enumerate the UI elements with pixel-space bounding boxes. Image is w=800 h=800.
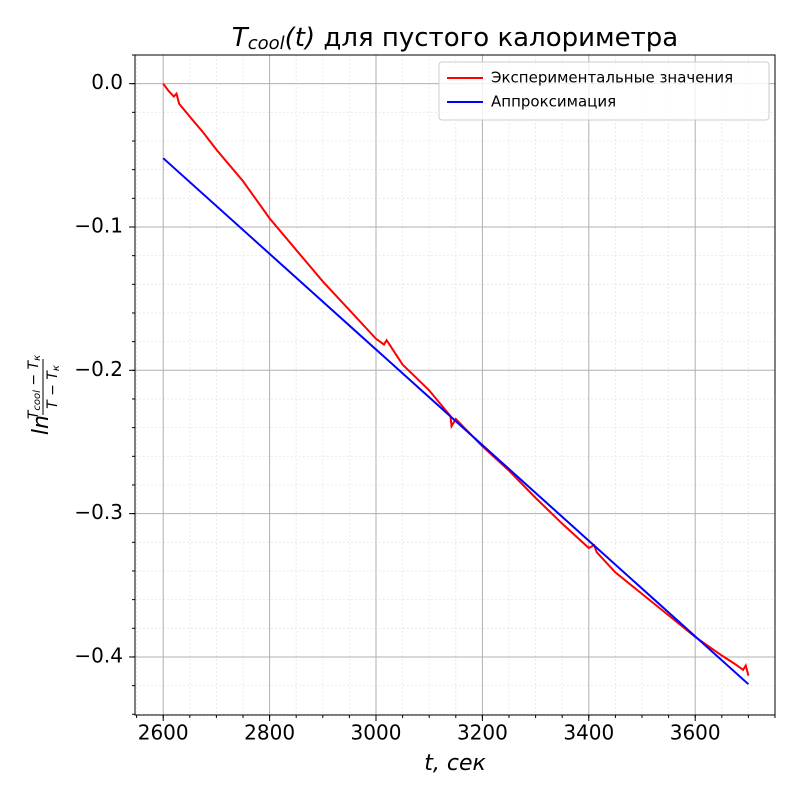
- legend-label: Аппроксимация: [491, 93, 616, 111]
- part: T: [26, 409, 42, 419]
- chart-title: Tcool(t) для пустого калориметра: [232, 23, 678, 55]
- legend-label: Экспериментальные значения: [491, 69, 733, 87]
- x-tick-label: 3600: [670, 721, 721, 745]
- y-label-denominator: T − Tк: [45, 365, 62, 409]
- x-tick-label: 3000: [351, 721, 402, 745]
- legend: Экспериментальные значения Аппроксимация: [438, 61, 770, 121]
- axes-frame: [134, 54, 776, 716]
- x-tick-label: 2800: [244, 721, 295, 745]
- x-tick-label: 3200: [457, 721, 508, 745]
- part: к: [32, 355, 43, 361]
- x-tick-label: 2600: [138, 721, 189, 745]
- legend-box: [438, 61, 770, 121]
- x-tick-label: 3400: [563, 721, 614, 745]
- title-sub: cool: [248, 33, 285, 54]
- y-tick-label: −0.3: [74, 500, 123, 524]
- y-tick-label: −0.4: [74, 643, 123, 667]
- title-part: для пустого калориметра: [315, 23, 678, 53]
- y-tick-label: −0.2: [74, 357, 123, 381]
- part: к: [51, 365, 62, 371]
- title-part: (t): [285, 23, 315, 53]
- title-part: T: [232, 23, 250, 53]
- x-axis-label: t, сек: [424, 751, 486, 776]
- part: T − T: [45, 370, 61, 409]
- part: − T: [26, 359, 42, 390]
- y-label-numerator: Tcool − Tк: [26, 355, 43, 419]
- y-label-prefix: ln: [29, 415, 54, 435]
- plot: [162, 83, 750, 685]
- y-tick-label: −0.1: [74, 213, 123, 237]
- y-tick-label: 0.0: [91, 70, 123, 94]
- series-line: [162, 157, 750, 685]
- part: cool: [32, 390, 43, 411]
- y-axis-label: ln Tcool − Tк T − Tк: [26, 355, 62, 435]
